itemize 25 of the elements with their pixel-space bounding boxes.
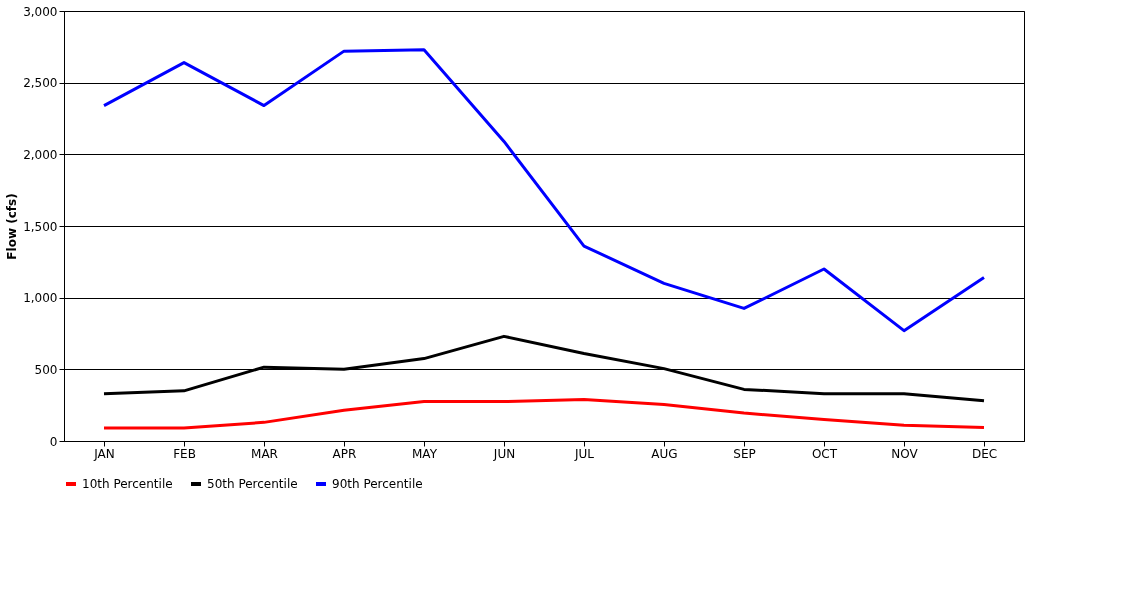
- x-tick-label: OCT: [811, 446, 838, 461]
- legend-label: 50th Percentile: [207, 477, 298, 491]
- y-tick-label: 2,500: [23, 76, 58, 91]
- legend-label: 90th Percentile: [332, 477, 423, 491]
- x-tick-label: NOV: [891, 446, 919, 461]
- line-series: [102, 48, 986, 333]
- x-tick-label: SEP: [733, 446, 756, 461]
- x-tick-label: FEB: [173, 446, 196, 461]
- y-tick-label: 1,500: [23, 219, 58, 234]
- x-tick-label: JUN: [492, 446, 516, 461]
- x-tick-label: APR: [332, 446, 357, 461]
- x-tick-label: MAR: [251, 446, 278, 461]
- y-tick-label: 2,000: [23, 147, 58, 162]
- x-tick-label: JAN: [93, 446, 115, 461]
- x-tick-label: AUG: [651, 446, 678, 461]
- y-tick-label: 0: [49, 434, 58, 449]
- x-tick-label: DEC: [971, 446, 998, 461]
- line-series: [102, 397, 986, 430]
- y-tick-label: 1,000: [23, 291, 58, 306]
- x-tick-label: JUL: [573, 446, 595, 461]
- y-axis-title: Flow (cfs): [5, 193, 20, 260]
- y-tick-label: 500: [34, 362, 58, 377]
- y-tick-label: 3,000: [23, 4, 58, 19]
- x-tick-label: MAY: [412, 446, 438, 461]
- legend-label: 10th Percentile: [82, 477, 173, 491]
